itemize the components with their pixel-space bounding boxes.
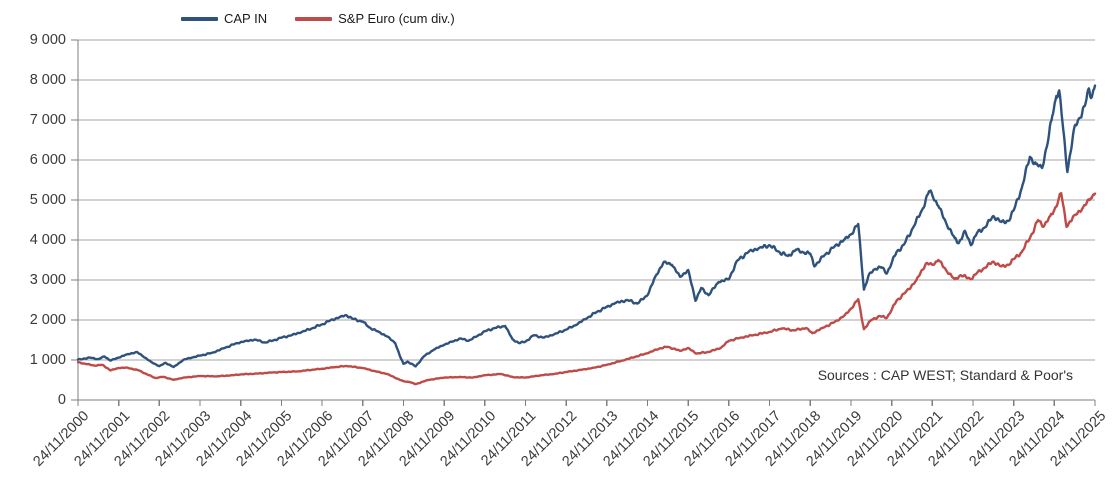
sp-euro-legend-label: S&P Euro (cum div.)	[338, 11, 455, 26]
y-axis-tick-label: 6 000	[29, 152, 66, 168]
y-axis-tick-label: 2 000	[29, 312, 66, 328]
sp-euro-line-swatch	[295, 16, 333, 21]
y-axis-tick-label: 9 000	[29, 32, 66, 48]
y-axis-tick-label: 5 000	[29, 192, 66, 208]
cap-in-legend-label: CAP IN	[224, 11, 268, 26]
y-axis-tick-label: 7 000	[29, 112, 66, 128]
legend-item-sp-euro[interactable]: S&P Euro (cum div.)	[295, 11, 455, 26]
y-axis-tick-label: 8 000	[29, 72, 66, 88]
y-axis-tick-label: 4 000	[29, 232, 66, 248]
legend: CAP IN S&P Euro (cum div.)	[181, 11, 455, 26]
cap-in-line-swatch	[181, 16, 218, 21]
y-axis-tick-label: 3 000	[29, 272, 66, 288]
y-axis-tick-label: 1 000	[29, 352, 66, 368]
legend-item-cap-in[interactable]: CAP IN	[181, 11, 267, 26]
y-axis-tick-label: 0	[57, 392, 66, 408]
series-line-cap-in	[76, 84, 1097, 369]
source-note: Sources : CAP WEST; Standard & Poor's	[817, 367, 1073, 383]
series-line-sp-euro	[76, 192, 1097, 386]
